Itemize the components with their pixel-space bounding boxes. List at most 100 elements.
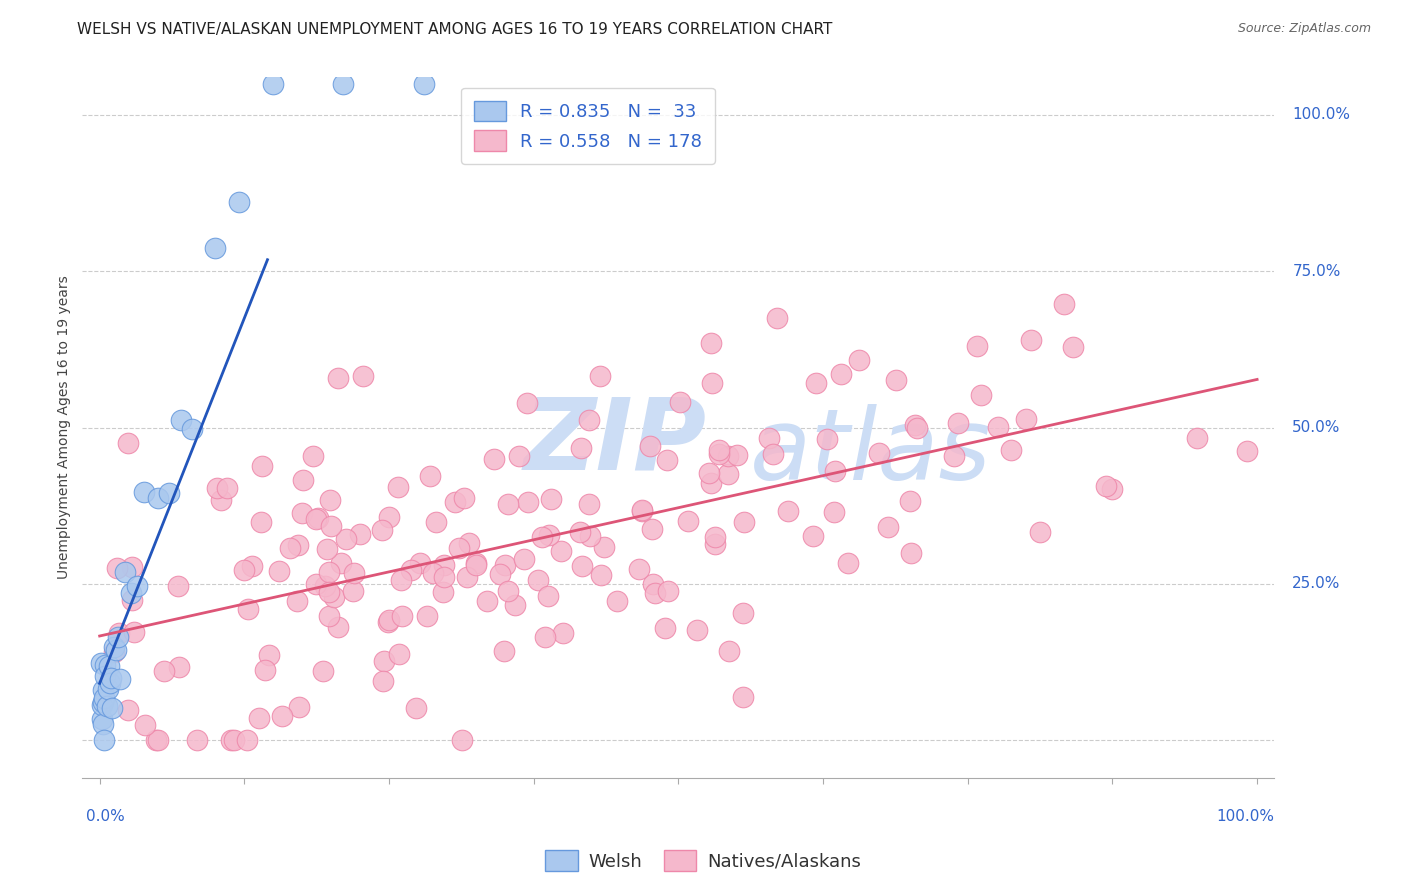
Text: ZIP: ZIP xyxy=(523,393,706,490)
Point xyxy=(640,439,662,453)
Point xyxy=(373,673,395,688)
Point xyxy=(704,537,727,551)
Point xyxy=(631,504,654,518)
Point xyxy=(157,486,180,500)
Y-axis label: Unemployment Among Ages 16 to 19 years: Unemployment Among Ages 16 to 19 years xyxy=(58,276,72,580)
Point xyxy=(516,396,538,410)
Point xyxy=(496,584,519,599)
Point xyxy=(804,376,827,390)
Point xyxy=(1015,411,1038,425)
Point xyxy=(640,522,662,536)
Point xyxy=(97,682,120,697)
Point xyxy=(657,452,679,467)
Point xyxy=(946,417,969,431)
Point xyxy=(830,368,852,382)
Text: atlas: atlas xyxy=(749,403,991,500)
Point xyxy=(373,654,395,668)
Point xyxy=(943,450,966,464)
Point xyxy=(1062,340,1084,354)
Point xyxy=(416,609,439,624)
Point xyxy=(108,625,131,640)
Point xyxy=(1236,444,1258,458)
Point xyxy=(236,733,259,747)
Point xyxy=(456,570,478,584)
Point xyxy=(93,733,115,747)
Point xyxy=(146,733,169,747)
Point xyxy=(970,388,993,402)
Point xyxy=(1053,297,1076,311)
Point xyxy=(700,336,723,351)
Point xyxy=(316,542,339,557)
Point xyxy=(488,567,510,582)
Point xyxy=(527,573,550,587)
Text: 100.0%: 100.0% xyxy=(1292,107,1350,122)
Point xyxy=(641,577,664,591)
Point xyxy=(731,690,754,705)
Text: 100.0%: 100.0% xyxy=(1216,809,1274,824)
Point xyxy=(167,579,190,593)
Point xyxy=(288,699,311,714)
Point xyxy=(453,491,475,505)
Point xyxy=(312,664,335,678)
Point xyxy=(578,497,600,511)
Point xyxy=(686,623,709,637)
Point xyxy=(433,558,456,572)
Point xyxy=(90,656,112,670)
Point xyxy=(307,510,329,524)
Point xyxy=(98,676,121,690)
Point xyxy=(537,527,560,541)
Point xyxy=(329,556,352,570)
Point xyxy=(876,520,898,534)
Point xyxy=(900,546,922,560)
Point xyxy=(627,562,650,576)
Point xyxy=(204,241,226,255)
Point xyxy=(96,699,118,714)
Point xyxy=(378,613,401,627)
Point xyxy=(905,421,928,435)
Point xyxy=(669,395,692,409)
Point xyxy=(101,701,124,715)
Point xyxy=(391,608,413,623)
Point xyxy=(236,602,259,616)
Point xyxy=(217,481,239,495)
Point xyxy=(884,373,907,387)
Text: Source: ZipAtlas.com: Source: ZipAtlas.com xyxy=(1237,22,1371,36)
Point xyxy=(121,593,143,607)
Point xyxy=(465,556,488,570)
Point xyxy=(257,648,280,663)
Legend: R = 0.835   N =  33, R = 0.558   N = 178: R = 0.835 N = 33, R = 0.558 N = 178 xyxy=(461,88,716,164)
Point xyxy=(134,718,156,732)
Point xyxy=(321,519,343,533)
Point xyxy=(105,561,128,575)
Point xyxy=(103,645,125,659)
Point xyxy=(534,631,557,645)
Point xyxy=(444,495,467,509)
Point xyxy=(125,579,148,593)
Point xyxy=(537,589,560,603)
Point xyxy=(146,491,169,505)
Point xyxy=(458,535,481,549)
Point xyxy=(153,664,176,678)
Point xyxy=(569,441,592,455)
Point xyxy=(167,660,190,674)
Point xyxy=(419,469,441,483)
Text: 75.0%: 75.0% xyxy=(1292,264,1341,278)
Point xyxy=(305,512,328,526)
Point xyxy=(291,473,314,487)
Point xyxy=(654,621,676,635)
Text: WELSH VS NATIVE/ALASKAN UNEMPLOYMENT AMONG AGES 16 TO 19 YEARS CORRELATION CHART: WELSH VS NATIVE/ALASKAN UNEMPLOYMENT AMO… xyxy=(77,22,832,37)
Point xyxy=(267,564,290,578)
Point xyxy=(475,594,498,608)
Point xyxy=(287,538,309,552)
Point xyxy=(100,671,122,685)
Point xyxy=(824,464,846,478)
Point xyxy=(700,475,723,490)
Point xyxy=(405,701,427,715)
Point xyxy=(326,371,349,385)
Point xyxy=(868,446,890,460)
Point xyxy=(762,447,785,461)
Text: 50.0%: 50.0% xyxy=(1292,420,1341,435)
Point xyxy=(425,516,447,530)
Point xyxy=(120,585,142,599)
Point xyxy=(97,658,120,673)
